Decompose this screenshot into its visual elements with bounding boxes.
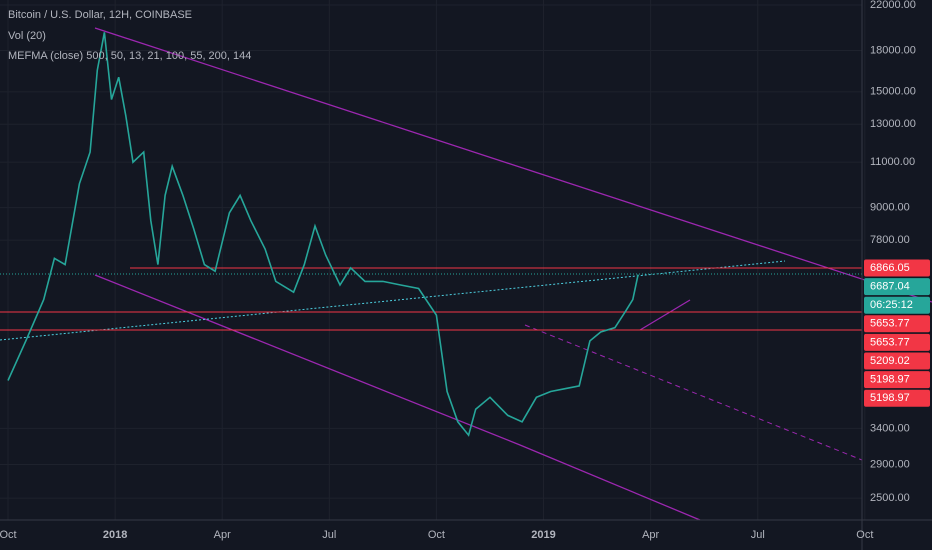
y-tick-label: 13000.00	[870, 118, 916, 130]
price-tag-box	[864, 352, 930, 370]
price-tag-label: 5653.77	[870, 318, 910, 330]
y-tick-label: 2500.00	[870, 492, 910, 504]
price-tag-box	[864, 278, 930, 296]
y-tick-label: 22000.00	[870, 0, 916, 11]
price-tag: 6866.05	[864, 259, 930, 277]
trend-line-dashed	[524, 324, 863, 461]
x-tick-label: Jul	[751, 529, 765, 541]
y-tick-label: 7800.00	[870, 234, 910, 246]
price-tag-label: 6687.04	[870, 281, 910, 293]
price-tag-box	[864, 389, 930, 407]
x-tick-label: Jul	[322, 529, 336, 541]
price-tag-label: 5198.97	[870, 392, 910, 404]
price-tag-box	[864, 315, 930, 333]
price-tag-box	[864, 371, 930, 389]
price-tag: 5653.77	[864, 315, 930, 333]
price-tag-label: 5198.97	[870, 374, 910, 386]
x-tick-label: Oct	[428, 529, 445, 541]
plot	[7, 32, 639, 437]
price-tag-box	[864, 259, 930, 277]
x-tick-label: Apr	[642, 529, 659, 541]
price-tag: 5198.97	[864, 371, 930, 389]
price-tag: 6687.04	[864, 278, 930, 296]
price-line	[7, 32, 639, 437]
x-tick-label: 2019	[531, 529, 555, 541]
price-tag-label: 6866.05	[870, 262, 910, 274]
x-tick-label: Oct	[0, 529, 17, 541]
chart-title: Bitcoin / U.S. Dollar, 12H, COINBASE	[8, 9, 192, 21]
channel-line	[639, 299, 691, 331]
y-tick-label: 15000.00	[870, 86, 916, 98]
y-tick-label: 18000.00	[870, 44, 916, 56]
price-tag: 5209.02	[864, 352, 930, 370]
x-tick-label: Apr	[214, 529, 231, 541]
price-tag: 5198.97	[864, 389, 930, 407]
price-tag: 5653.77	[864, 333, 930, 351]
price-tag-box	[864, 333, 930, 351]
price-tag: 06:25:12	[864, 296, 930, 314]
price-tag-label: 5653.77	[870, 336, 910, 348]
trend-line	[94, 27, 932, 303]
x-tick-label: Oct	[856, 529, 873, 541]
y-tick-label: 3400.00	[870, 422, 910, 434]
indicator-label: Vol (20)	[8, 30, 46, 42]
trend-line	[94, 274, 701, 521]
y-tick-label: 11000.00	[870, 156, 915, 168]
price-tag-box	[864, 296, 930, 314]
y-tick-label: 2900.00	[870, 458, 910, 470]
y-tick-label: 9000.00	[870, 202, 910, 214]
price-tag-label: 5209.02	[870, 355, 910, 367]
price-tag-label: 06:25:12	[870, 299, 913, 311]
x-tick-label: 2018	[103, 529, 127, 541]
indicator-label: MEFMA (close) 500, 50, 13, 21, 100, 55, …	[8, 50, 251, 62]
